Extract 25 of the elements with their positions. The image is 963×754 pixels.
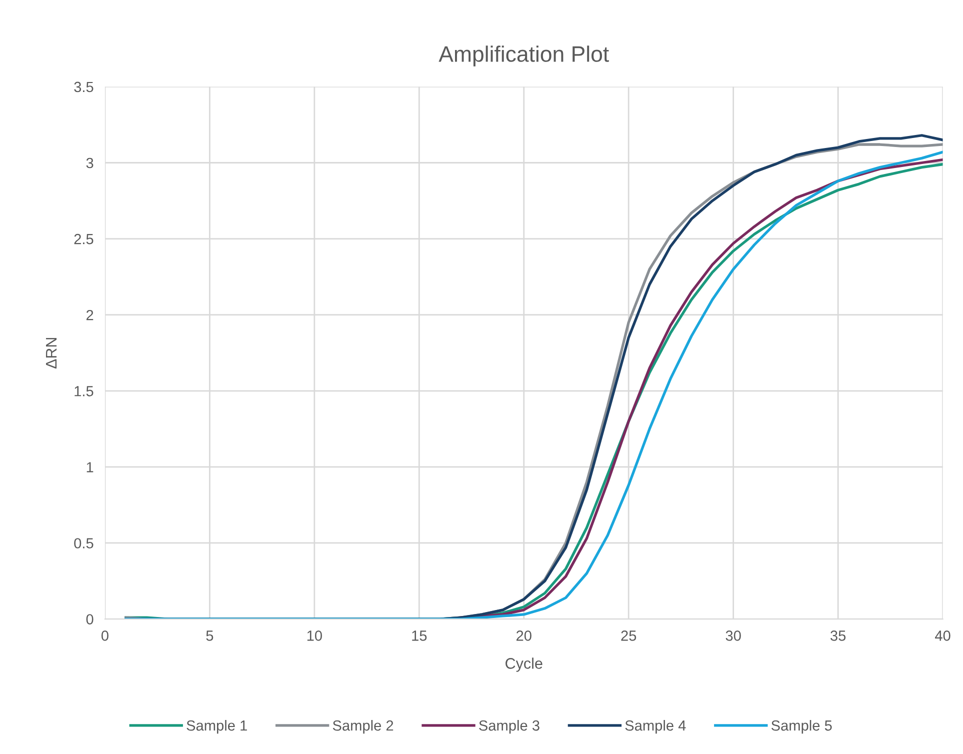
x-tick-label: 30 (726, 630, 741, 641)
y-tick-label: 1.5 (74, 386, 94, 396)
y-tick-label: 0.5 (74, 538, 94, 548)
legend-label: Sample 4 (625, 720, 686, 734)
y-axis-title: ΔRN (46, 338, 57, 369)
chart-title: Amplification Plot (438, 46, 609, 66)
x-tick-label: 20 (516, 630, 532, 641)
x-tick-label: 10 (307, 630, 322, 641)
legend-label: Sample 5 (771, 720, 832, 734)
x-tick-label: 0 (101, 630, 108, 641)
y-tick-label: 3 (86, 158, 94, 168)
y-tick-label: 0 (86, 614, 94, 624)
x-tick-label: 40 (935, 630, 950, 641)
y-tick-label: 2 (86, 310, 94, 320)
legend-label: Sample 2 (332, 720, 394, 734)
x-tick-label: 35 (830, 630, 846, 641)
y-tick-label: 1 (86, 462, 94, 472)
x-tick-label: 5 (206, 630, 214, 641)
y-tick-label: 3.5 (74, 82, 94, 92)
x-axis-title: Cycle (506, 658, 542, 672)
x-tick-label: 25 (621, 630, 636, 641)
x-tick-label: 15 (412, 630, 427, 641)
y-tick-label: 2.5 (74, 234, 94, 244)
legend-label: Sample 1 (186, 720, 247, 734)
legend-label: Sample 3 (479, 720, 540, 734)
